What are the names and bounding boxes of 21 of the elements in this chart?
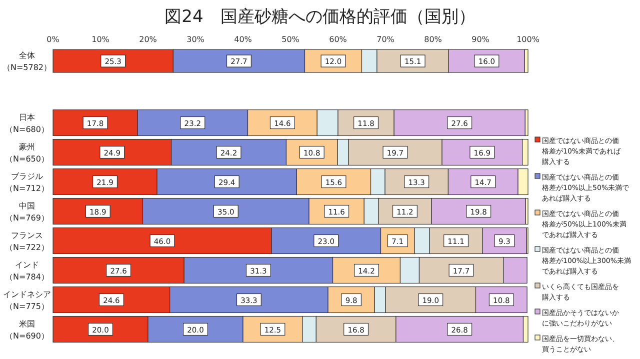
x-tick-label: 100% — [516, 35, 540, 44]
x-tick-label: 10% — [92, 35, 110, 44]
chart-title: 図24 国産砂糖への価格的評価（国別） — [164, 7, 476, 27]
x-tick-label: 80% — [424, 35, 442, 44]
x-tick-label: 90% — [472, 35, 490, 44]
y-tick-label: 豪州（N=650） — [5, 142, 49, 164]
y-tick-label: 米国（N=690） — [5, 319, 49, 340]
x-tick-label: 20% — [139, 35, 158, 44]
y-tick-label: ブラジル（N=712） — [5, 172, 49, 193]
y-tick-label: 全体（N=5782） — [2, 51, 52, 72]
x-tick-label: 30% — [186, 35, 205, 44]
y-tick-label: インドネシア（N=775） — [3, 290, 51, 311]
x-tick-label: 40% — [234, 35, 252, 44]
y-tick-label: 中国（N=769） — [5, 201, 49, 222]
x-tick-label: 70% — [376, 35, 395, 44]
y-tick-label: フランス（N=722） — [5, 230, 49, 252]
x-tick-label: 50% — [282, 35, 300, 44]
y-tick-label: 日本（N=680） — [5, 112, 49, 134]
x-tick-label: 0% — [46, 35, 60, 44]
x-tick-label: 60% — [329, 35, 348, 44]
y-tick-label: インド（N=784） — [5, 260, 49, 282]
